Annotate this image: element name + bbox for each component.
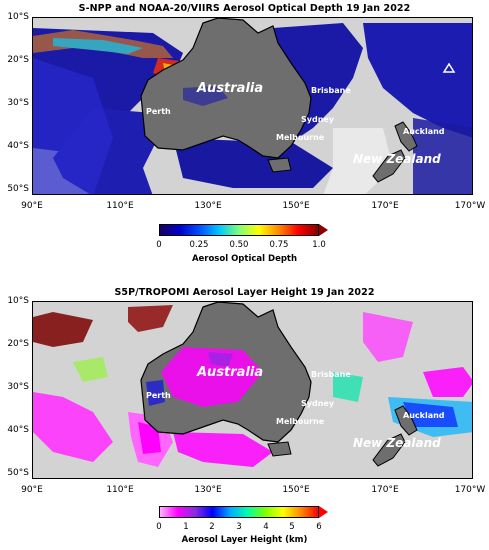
new-zealand-north bbox=[394, 405, 418, 436]
lat-label: 30°S bbox=[7, 382, 29, 392]
aod-tick: 1.0 bbox=[312, 240, 326, 250]
lat-label: 40°S bbox=[7, 425, 29, 435]
alh-tick: 2 bbox=[209, 522, 215, 532]
alh-colorbar bbox=[159, 506, 329, 518]
label-melbourne: Melbourne bbox=[276, 133, 325, 142]
lon-label: 130°E bbox=[194, 485, 222, 495]
aod-map: Australia New Zealand Perth Brisbane Syd… bbox=[32, 17, 473, 195]
lon-label: 170°E bbox=[371, 485, 399, 495]
aod-colorbar bbox=[159, 224, 329, 236]
lat-label: 10°S bbox=[7, 296, 29, 306]
lon-label: 170°W bbox=[454, 485, 486, 495]
lat-label: 50°S bbox=[7, 468, 29, 478]
lon-label: 130°E bbox=[194, 201, 222, 211]
label-auckland: Auckland bbox=[403, 411, 445, 420]
alh-tick: 6 bbox=[316, 522, 322, 532]
lon-label: 150°E bbox=[282, 201, 310, 211]
lon-label: 90°E bbox=[21, 485, 43, 495]
label-brisbane: Brisbane bbox=[311, 370, 351, 379]
alh-tick: 5 bbox=[289, 522, 295, 532]
alh-map-graphic: Australia New Zealand Perth Brisbane Syd… bbox=[33, 302, 472, 467]
aod-colorbar-gradient bbox=[159, 224, 319, 236]
label-perth: Perth bbox=[146, 107, 171, 116]
alh-tick: 3 bbox=[236, 522, 242, 532]
alh-title: S5P/TROPOMI Aerosol Layer Height 19 Jan … bbox=[114, 287, 375, 298]
label-perth: Perth bbox=[146, 391, 171, 400]
alh-colorbar-gradient bbox=[159, 506, 319, 518]
alh-colorbar-extend bbox=[319, 506, 328, 518]
lat-label: 20°S bbox=[7, 339, 29, 349]
lon-label: 90°E bbox=[21, 201, 43, 211]
aod-map-graphic: Australia New Zealand Perth Brisbane Syd… bbox=[33, 18, 472, 194]
label-brisbane: Brisbane bbox=[311, 86, 351, 95]
new-zealand-north bbox=[394, 121, 418, 152]
aod-tick: 0.50 bbox=[229, 240, 249, 250]
alh-colorbar-title: Aerosol Layer Height (km) bbox=[181, 535, 308, 545]
new-zealand-south bbox=[372, 149, 406, 183]
alh-map: Australia New Zealand Perth Brisbane Syd… bbox=[32, 301, 473, 479]
aod-title: S-NPP and NOAA-20/VIIRS Aerosol Optical … bbox=[78, 3, 411, 14]
aod-tick: 0 bbox=[156, 240, 162, 250]
label-australia: Australia bbox=[196, 81, 263, 96]
lat-label: 30°S bbox=[7, 98, 29, 108]
lat-label: 20°S bbox=[7, 55, 29, 65]
label-new-zealand: New Zealand bbox=[353, 152, 441, 166]
label-sydney: Sydney bbox=[301, 115, 335, 124]
lon-label: 110°E bbox=[106, 485, 134, 495]
label-australia: Australia bbox=[196, 365, 263, 380]
new-zealand-south bbox=[372, 433, 406, 467]
aod-colorbar-extend bbox=[319, 224, 328, 236]
alh-tick: 1 bbox=[183, 522, 189, 532]
label-new-zealand: New Zealand bbox=[353, 436, 441, 450]
lon-label: 170°W bbox=[454, 201, 486, 211]
label-melbourne: Melbourne bbox=[276, 417, 325, 426]
label-sydney: Sydney bbox=[301, 399, 335, 408]
label-auckland: Auckland bbox=[403, 127, 445, 136]
lat-label: 40°S bbox=[7, 141, 29, 151]
australia-landmass bbox=[140, 18, 312, 159]
aod-tick: 0.25 bbox=[189, 240, 209, 250]
aod-tick: 0.75 bbox=[269, 240, 289, 250]
lon-label: 170°E bbox=[371, 201, 399, 211]
alh-tick: 4 bbox=[263, 522, 269, 532]
lon-label: 150°E bbox=[282, 485, 310, 495]
aod-colorbar-title: Aerosol Optical Depth bbox=[191, 254, 298, 264]
lat-label: 50°S bbox=[7, 184, 29, 194]
lon-label: 110°E bbox=[106, 201, 134, 211]
alh-tick: 0 bbox=[156, 522, 162, 532]
lat-label: 10°S bbox=[7, 12, 29, 22]
